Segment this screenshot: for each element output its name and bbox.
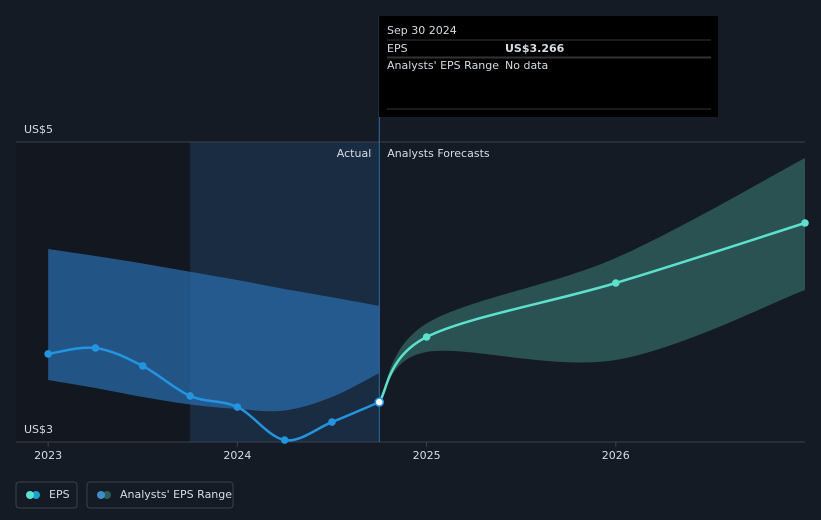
forecast-label: Analysts Forecasts xyxy=(387,147,490,160)
legend-item[interactable]: Analysts' EPS Range xyxy=(86,481,234,509)
legend-swatch xyxy=(103,491,111,499)
eps-point xyxy=(374,397,385,407)
eps-point xyxy=(328,418,336,426)
eps-line xyxy=(47,346,380,442)
range-band xyxy=(48,248,380,412)
eps-point xyxy=(611,279,620,287)
eps-point xyxy=(186,392,194,400)
x-tick-label: 2025 xyxy=(413,449,441,462)
legend-swatch xyxy=(26,491,34,499)
eps-point xyxy=(801,219,809,227)
legend-item[interactable]: EPS xyxy=(15,481,78,509)
eps-point xyxy=(138,362,147,370)
legend-label: Analysts' EPS Range xyxy=(120,488,232,501)
tooltip: Sep 30 2024 EPS US$3.266 Analysts' EPS Rang… xyxy=(379,16,718,117)
actual-label: Actual xyxy=(337,147,371,160)
legend-button xyxy=(86,481,234,509)
eps-point xyxy=(233,403,242,411)
legend-swatch xyxy=(32,491,40,499)
y-tick-label: US$3 xyxy=(24,423,53,436)
eps-forecast-line xyxy=(378,221,806,403)
forecast-range-band xyxy=(379,158,805,403)
tooltip-value: No data xyxy=(505,59,548,72)
y-tick-label: US$5 xyxy=(24,123,53,136)
x-tick-label: 2024 xyxy=(223,449,251,462)
eps-point xyxy=(91,344,100,352)
eps-point xyxy=(44,350,52,358)
tooltip-label: EPS xyxy=(387,42,408,55)
x-tick-label: 2023 xyxy=(34,449,62,462)
legend-swatch xyxy=(97,491,105,499)
tooltip-box xyxy=(379,16,718,117)
eps-point xyxy=(422,333,431,341)
tooltip-label: Analysts' EPS Range xyxy=(387,59,499,72)
legend-button xyxy=(15,481,78,509)
tooltip-title: Sep 30 2024 xyxy=(387,24,457,37)
legend-label: EPS xyxy=(49,488,70,501)
x-tick-label: 2026 xyxy=(602,449,630,462)
eps-point xyxy=(280,436,289,444)
tooltip-value: US$3.266 xyxy=(505,42,565,55)
